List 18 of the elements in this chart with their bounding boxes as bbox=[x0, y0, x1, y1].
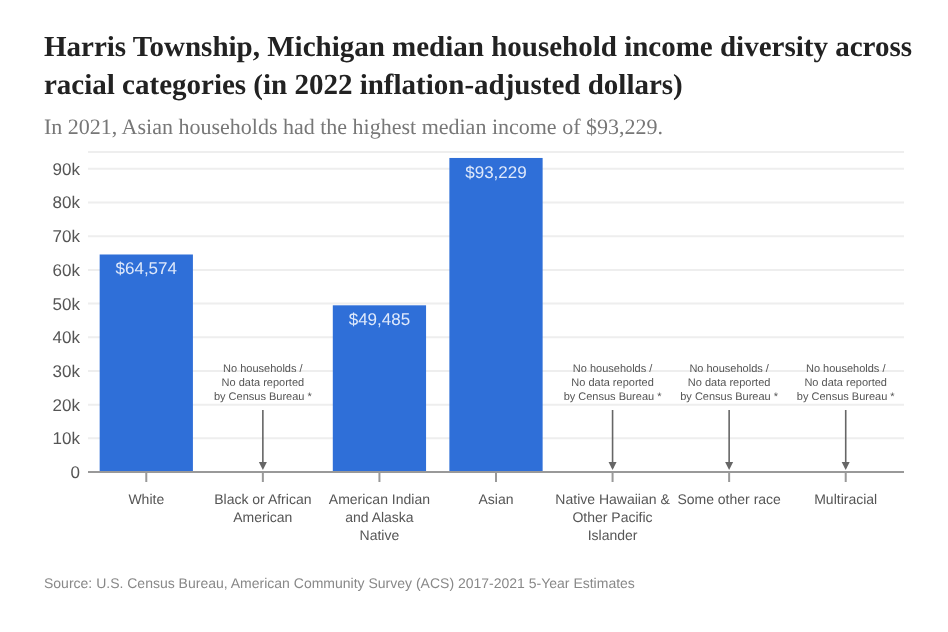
y-tick-label: 0 bbox=[70, 461, 81, 482]
y-tick-label: 90k bbox=[52, 158, 82, 179]
y-tick-label: 80k bbox=[52, 192, 82, 213]
chart-subtitle: In 2021, Asian households had the highest median income of $93,229. bbox=[44, 116, 664, 140]
y-tick-label: 60k bbox=[52, 259, 82, 280]
y-tick-label: 20k bbox=[52, 394, 82, 415]
data-label: $64,574 bbox=[115, 258, 178, 279]
y-tick-label: 30k bbox=[52, 360, 82, 381]
bar bbox=[99, 254, 193, 472]
data-label: $49,485 bbox=[348, 309, 411, 330]
y-tick-label: 10k bbox=[52, 428, 82, 449]
y-tick-label: 50k bbox=[52, 293, 82, 314]
bar bbox=[332, 305, 427, 472]
y-tick-label: 70k bbox=[52, 226, 82, 247]
chart-title: Harris Township, Michigan median household income diversity across racial categories (in 2022 inflation-adjusted dollars) bbox=[44, 32, 913, 102]
bar bbox=[449, 157, 543, 472]
data-label: $93,229 bbox=[465, 161, 528, 182]
y-tick-label: 40k bbox=[52, 327, 82, 348]
